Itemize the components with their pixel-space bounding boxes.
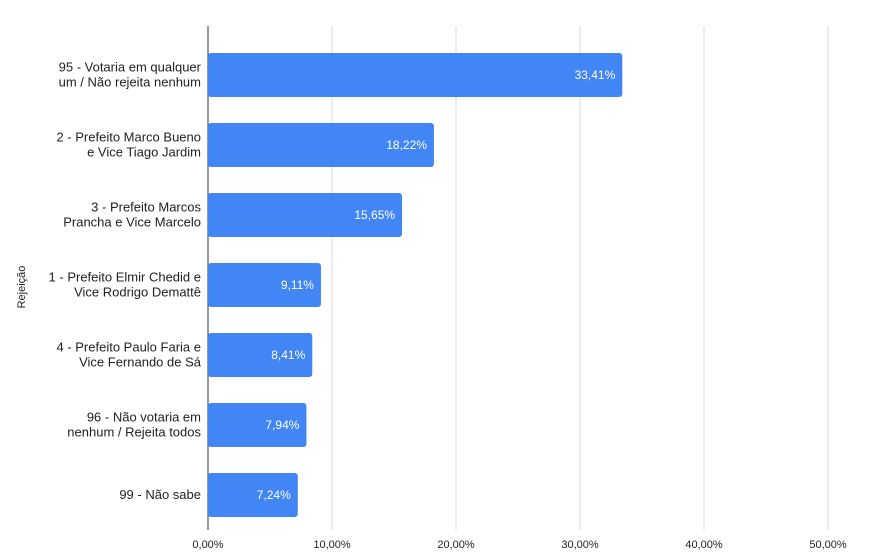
bar-data-label: 7,24% bbox=[257, 488, 291, 502]
bar-data-label: 33,41% bbox=[575, 68, 616, 82]
category-label: Vice Rodrigo Demattê bbox=[74, 285, 201, 300]
bar bbox=[208, 53, 623, 97]
category-label: nenhum / Rejeita todos bbox=[67, 425, 201, 440]
category-label: 99 - Não sabe bbox=[119, 487, 201, 502]
bar bbox=[208, 333, 313, 377]
category-label: 3 - Prefeito Marcos bbox=[91, 200, 201, 215]
x-tick-label: 0,00% bbox=[192, 539, 223, 551]
bar-data-label: 9,11% bbox=[281, 278, 314, 292]
category-label: e Vice Tiago Jardim bbox=[87, 145, 201, 160]
x-tick-label: 30,00% bbox=[561, 539, 599, 551]
bar-data-label: 8,41% bbox=[271, 348, 305, 362]
bar bbox=[208, 123, 434, 167]
bar-data-label: 15,65% bbox=[354, 208, 395, 222]
bar-data-label: 18,22% bbox=[386, 138, 427, 152]
bar bbox=[208, 193, 403, 237]
bar bbox=[208, 403, 307, 447]
y-axis-title: Rejeição bbox=[16, 266, 28, 309]
bar bbox=[208, 263, 321, 307]
x-axis-ticks: 0,00% 10,00% 20,00% 30,00% 40,00% 50,00% bbox=[192, 539, 846, 551]
category-label: 95 - Votaria em qualquer bbox=[59, 60, 202, 75]
category-label: Prancha e Vice Marcelo bbox=[63, 215, 201, 230]
bar-data-label: 7,94% bbox=[265, 418, 299, 432]
gridlines bbox=[207, 26, 829, 530]
x-tick-label: 50,00% bbox=[809, 539, 847, 551]
bars: 33,41% 18,22% 15,65% 9,11% 8,41% 7,94% 7,24% bbox=[208, 53, 623, 517]
x-tick-label: 40,00% bbox=[685, 539, 723, 551]
category-label: 1 - Prefeito Elmir Chedid e bbox=[49, 270, 201, 285]
category-label: 4 - Prefeito Paulo Faria e bbox=[56, 340, 201, 355]
category-label: 2 - Prefeito Marco Bueno bbox=[56, 130, 201, 145]
x-tick-label: 20,00% bbox=[437, 539, 475, 551]
category-label: um / Não rejeita nenhum bbox=[59, 75, 201, 90]
bar bbox=[208, 473, 298, 517]
category-label: Vice Fernando de Sá bbox=[79, 355, 202, 370]
x-tick-label: 10,00% bbox=[313, 539, 351, 551]
category-label: 96 - Não votaria em bbox=[87, 410, 201, 425]
